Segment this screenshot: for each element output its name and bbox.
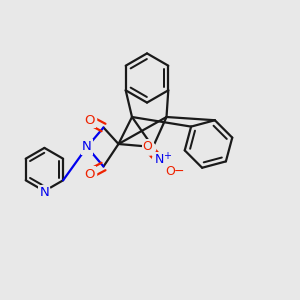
Circle shape [80,140,94,154]
Text: O: O [143,140,152,153]
Text: O: O [84,113,95,127]
Text: O: O [165,165,175,178]
Text: N: N [40,186,49,200]
Circle shape [161,163,175,176]
Text: O: O [84,167,95,181]
Text: +: + [163,151,171,161]
Text: −: − [174,165,185,178]
Circle shape [82,113,97,127]
Circle shape [142,142,156,155]
Circle shape [38,185,50,197]
Text: N: N [154,153,164,166]
Circle shape [152,153,166,166]
Circle shape [82,167,97,181]
Text: N: N [82,140,92,154]
